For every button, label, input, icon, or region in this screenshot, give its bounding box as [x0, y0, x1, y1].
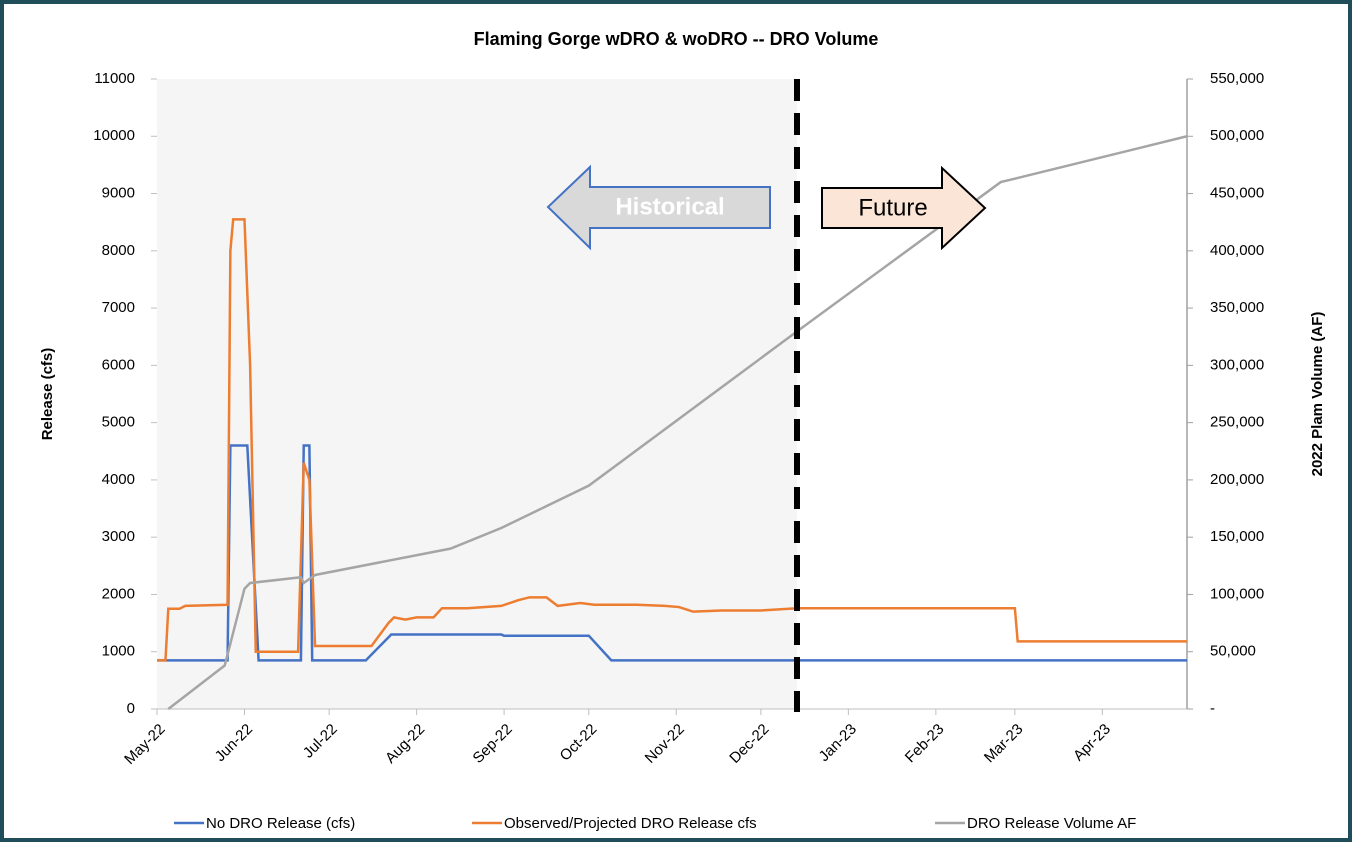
y-axis-title: Release (cfs): [39, 348, 56, 441]
y-tick-label: 8000: [102, 242, 135, 259]
y2-tick-label: 500,000: [1210, 127, 1264, 144]
y-tick-label: 9000: [102, 185, 135, 202]
legend-label: Observed/Projected DRO Release cfs: [504, 815, 757, 832]
y2-tick-label: 400,000: [1210, 242, 1264, 259]
legend: No DRO Release (cfs) Observed/Projected D…: [174, 815, 1136, 832]
chart-title: Flaming Gorge wDRO & woDRO -- DRO Volume: [474, 29, 879, 49]
y2-tick-label: 550,000: [1210, 70, 1264, 87]
legend-label: DRO Release Volume AF: [967, 815, 1136, 832]
y2-tick-label: 300,000: [1210, 356, 1264, 373]
future-label: Future: [858, 194, 927, 221]
y2-tick-label: 150,000: [1210, 528, 1264, 545]
y-tick-label: 1000: [102, 643, 135, 660]
y2-tick-label: 200,000: [1210, 471, 1264, 488]
y2-tick-label: 50,000: [1210, 643, 1256, 660]
plot: [157, 135, 1188, 710]
y-tick-label: 5000: [102, 414, 135, 431]
y2-tick-label: 350,000: [1210, 299, 1264, 316]
series-line: [167, 135, 1188, 710]
future-arrow: [821, 165, 987, 251]
historical-shade: [157, 79, 797, 709]
historical-arrow: [546, 164, 771, 251]
y2-tick-label: 450,000: [1210, 185, 1264, 202]
y2-tick-label: -: [1210, 700, 1215, 717]
historical-label: Historical: [615, 193, 724, 220]
legend-label: No DRO Release (cfs): [206, 815, 355, 832]
y-tick-label: 11000: [94, 70, 135, 87]
y2-tick-label: 250,000: [1210, 414, 1264, 431]
y2-axis-title: 2022 Plam Volume (AF): [1309, 312, 1326, 477]
series-line: [157, 218, 1187, 662]
y-tick-label: 0: [127, 700, 135, 717]
y-tick-label: 7000: [102, 299, 135, 316]
y2-tick-label: 100,000: [1210, 585, 1264, 602]
y-tick-label: 6000: [102, 356, 135, 373]
y-tick-label: 3000: [102, 528, 135, 545]
y-tick-label: 2000: [102, 585, 135, 602]
y-tick-label: 10000: [93, 127, 135, 144]
y-tick-label: 4000: [102, 471, 135, 488]
